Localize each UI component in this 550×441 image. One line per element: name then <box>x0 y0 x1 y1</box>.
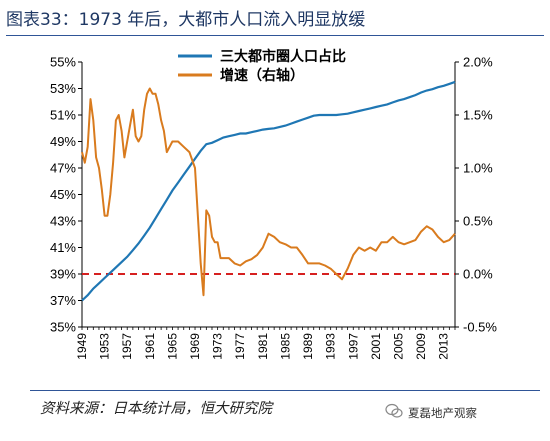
axes <box>81 62 456 328</box>
x-tick-label: 1989 <box>301 333 315 360</box>
x-tick-label: 1961 <box>143 333 157 360</box>
x-tick-label: 1985 <box>278 333 292 360</box>
x-tick-label: 1981 <box>256 333 270 360</box>
chart-title: 图表33：1973 年后，大都市人口流入明显放缓 <box>6 5 544 36</box>
x-tick-label: 1953 <box>98 333 112 360</box>
right-tick-label: 1.0% <box>463 161 493 176</box>
x-tick-label: 1965 <box>165 333 179 360</box>
left-tick-label: 53% <box>50 81 76 96</box>
x-tick-label: 1949 <box>75 333 89 360</box>
left-tick-label: 51% <box>50 108 76 123</box>
legend-label-share: 三大都市圈人口占比 <box>220 48 346 65</box>
right-tick-label: -0.5% <box>463 320 497 335</box>
right-tick-label: 0.0% <box>463 267 493 282</box>
right-tick-label: 2.0% <box>463 55 493 70</box>
x-tick-label: 1969 <box>188 333 202 360</box>
left-tick-label: 37% <box>50 293 76 308</box>
legend-label-growth: 增速（右轴） <box>220 67 304 84</box>
x-tick-label: 1993 <box>324 333 338 360</box>
footer-divider <box>30 390 540 391</box>
legend: 三大都市圈人口占比 增速（右轴） <box>178 48 346 84</box>
x-tick-label: 1973 <box>211 333 225 360</box>
right-tick-label: 1.5% <box>463 108 493 123</box>
left-tick-label: 35% <box>50 320 76 335</box>
series-layer <box>81 80 456 302</box>
right-axis-ticks: -0.5% 0.0% 0.5% 1.0% 1.5% 2.0% <box>455 55 497 335</box>
left-tick-label: 55% <box>50 55 76 70</box>
x-axis-ticks: 1949 1953 1957 1961 1965 1969 1973 1977 1981 1985… <box>75 327 456 360</box>
left-tick-label: 41% <box>50 240 76 255</box>
left-tick-label: 49% <box>50 134 76 149</box>
x-tick-label: 2005 <box>391 333 405 360</box>
series-line-growth <box>81 87 456 297</box>
line-chart: 35% 37% 39% 41% 43% 45% 47% 49% 51% 53% 55% -0.5% 0… <box>50 48 497 360</box>
source-note: 资料来源：日本统计局，恒大研究院 <box>40 401 272 417</box>
left-tick-label: 39% <box>50 267 76 282</box>
x-tick-label: 2013 <box>437 333 451 360</box>
x-tick-label: 2001 <box>369 333 383 360</box>
watermark: 夏磊地产观察 <box>408 406 477 420</box>
right-tick-label: 0.5% <box>463 214 493 229</box>
x-tick-label: 2009 <box>414 333 428 360</box>
left-tick-label: 45% <box>50 187 76 202</box>
x-tick-label: 1957 <box>120 333 134 360</box>
x-tick-label: 1997 <box>346 333 360 360</box>
left-axis-ticks: 35% 37% 39% 41% 43% 45% 47% 49% 51% 53% 55% <box>50 55 82 335</box>
left-tick-label: 43% <box>50 214 76 229</box>
chat-bubble-icon <box>385 403 403 418</box>
left-tick-label: 47% <box>50 161 76 176</box>
series-line-share <box>81 80 456 302</box>
x-tick-label: 1977 <box>233 333 247 360</box>
